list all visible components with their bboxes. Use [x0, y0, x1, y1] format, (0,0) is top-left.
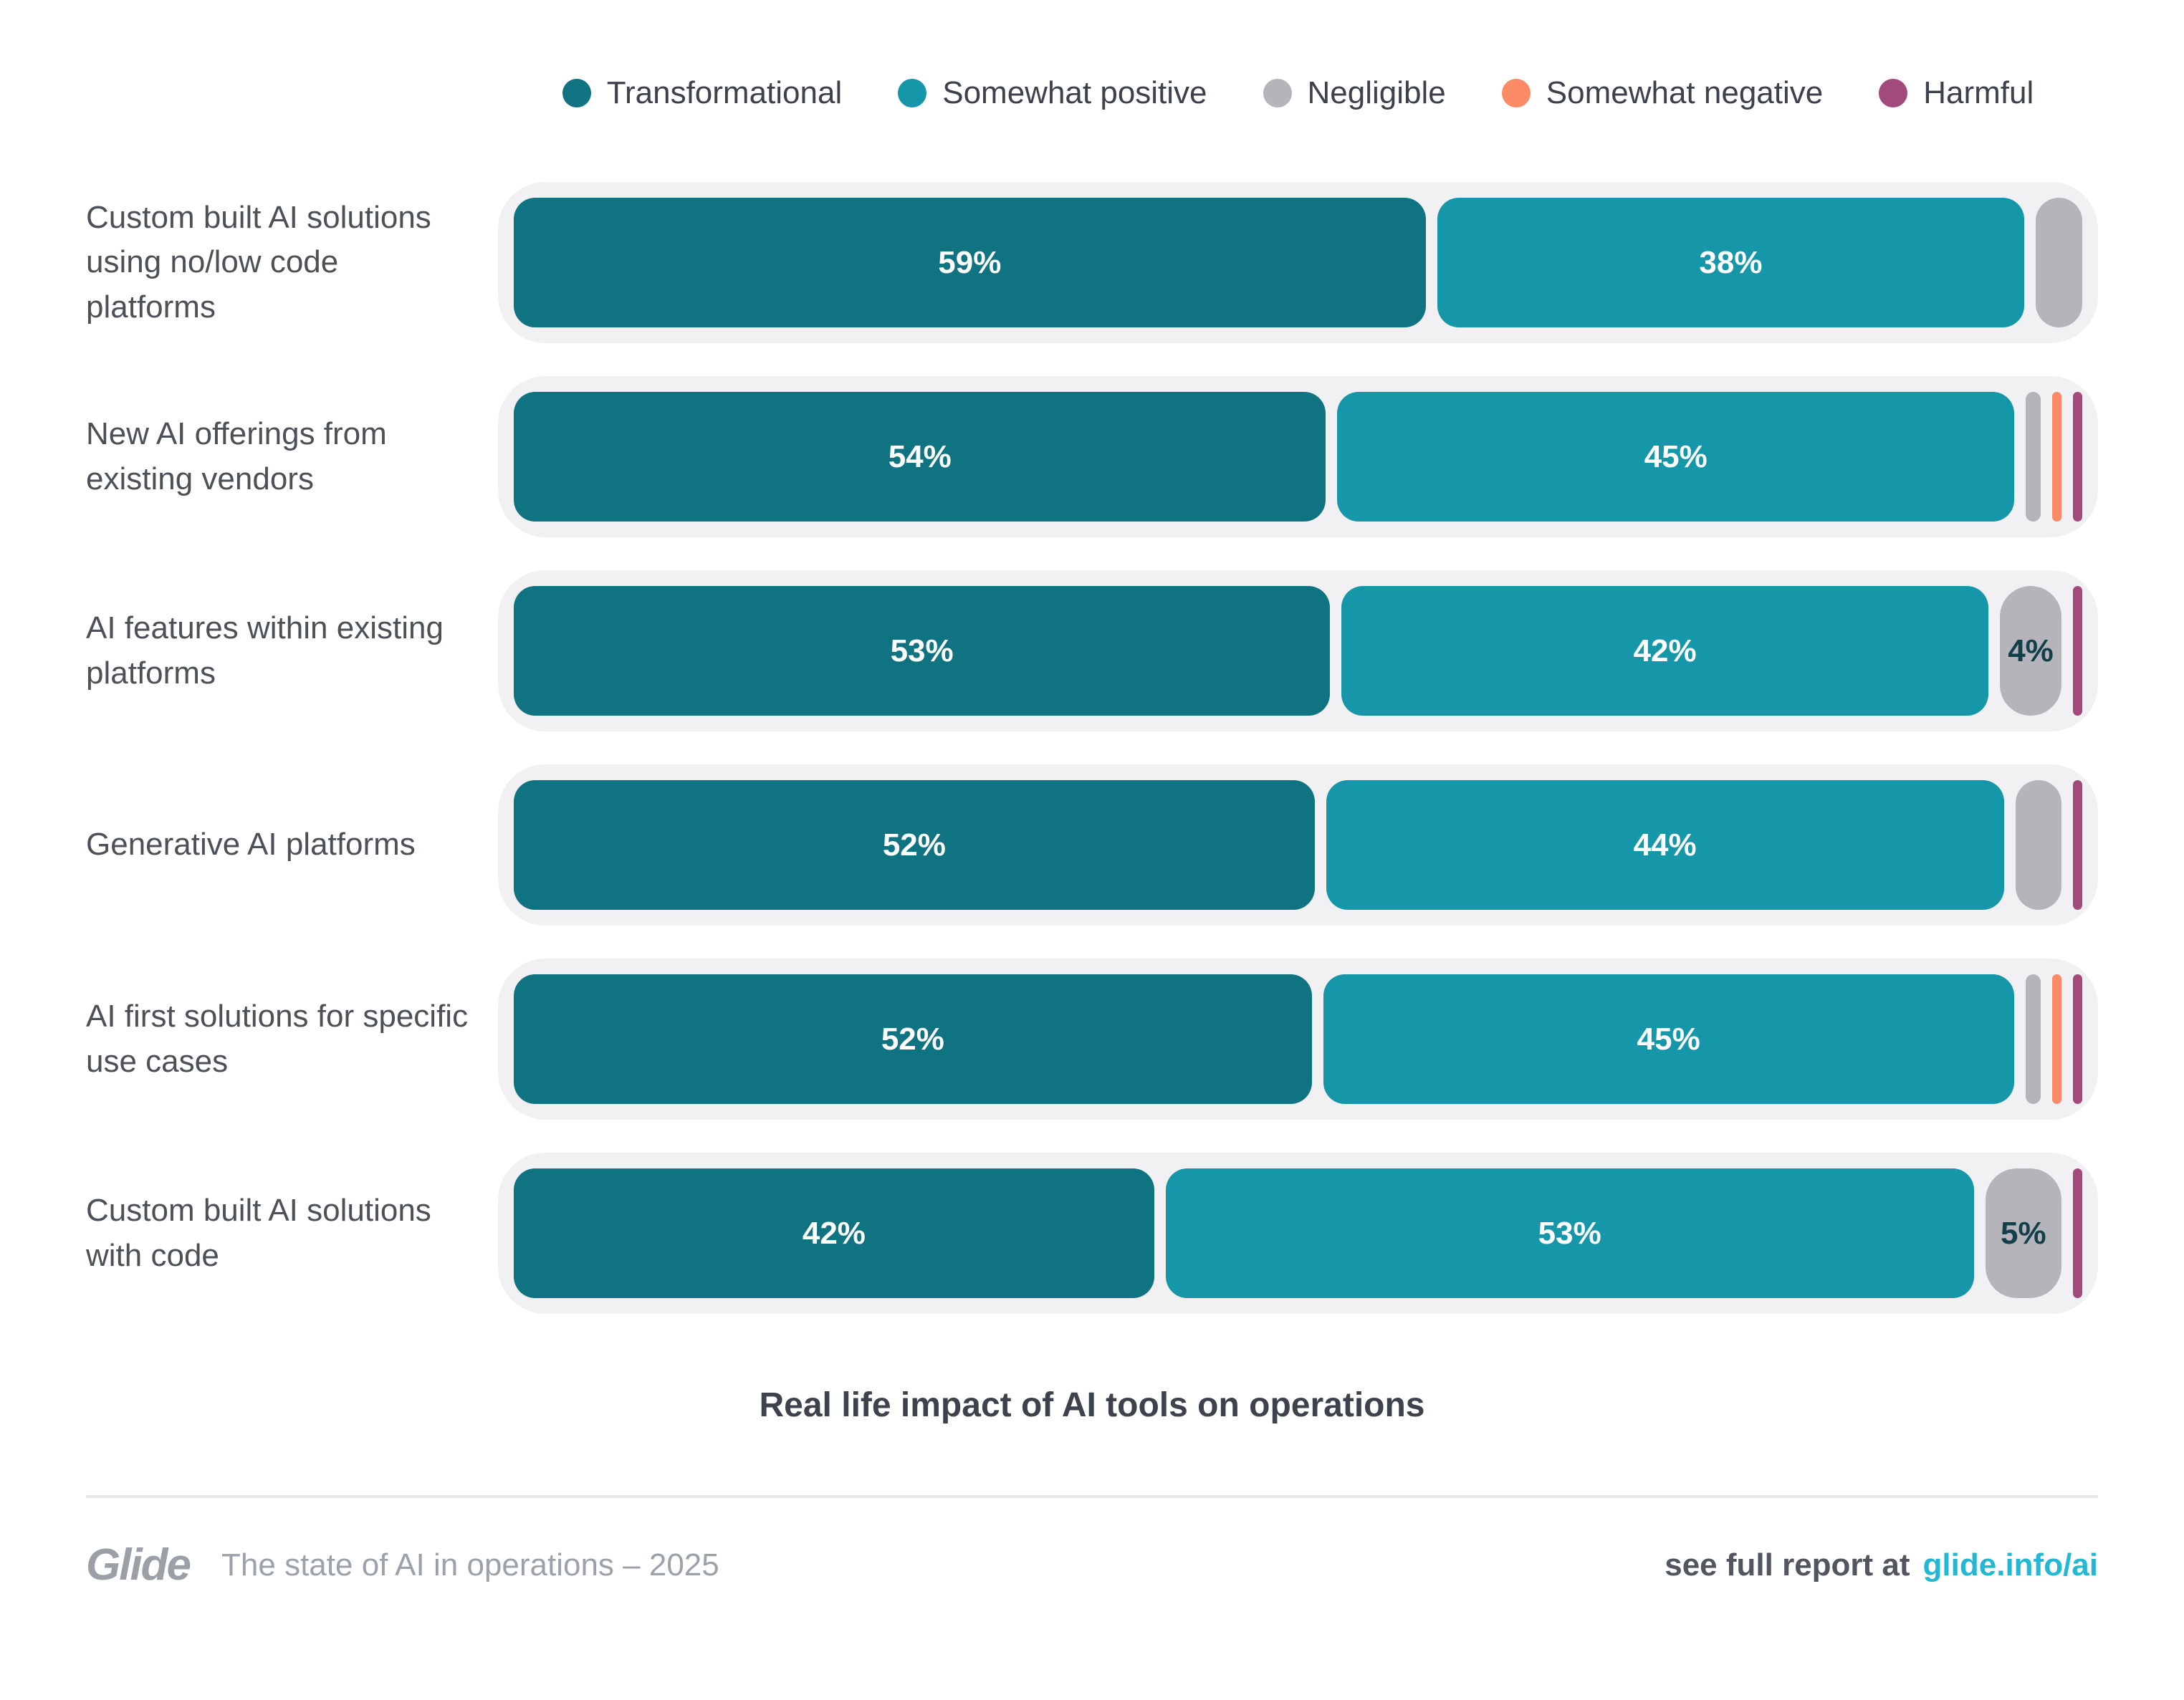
bar-value-label: 45%: [1637, 1021, 1700, 1057]
bar-segment-transformational: 59%: [514, 198, 1426, 327]
bar-segment-somewhat_positive: 53%: [1165, 1168, 1974, 1298]
footer: Glide The state of AI in operations – 20…: [86, 1498, 2098, 1590]
bar-segment-transformational: 42%: [514, 1168, 1154, 1298]
bar-segment-somewhat_negative: [2051, 392, 2061, 522]
bar-value-label: 5%: [2001, 1215, 2046, 1251]
row-label: AI features within existing platforms: [86, 610, 444, 691]
chart-row: AI first solutions for specific use case…: [86, 959, 2098, 1120]
bar-value-label: 52%: [882, 827, 946, 863]
legend-item-somewhat_negative: Somewhat negative: [1501, 75, 1824, 111]
row-label: New AI offerings from existing vendors: [86, 416, 387, 496]
legend-item-somewhat_positive: Somewhat positive: [898, 75, 1207, 111]
chart-row: AI features within existing platforms 53%…: [86, 570, 2098, 731]
row-label: Custom built AI solutions using no/low c…: [86, 199, 431, 325]
row-label: Generative AI platforms: [86, 827, 416, 863]
bar-segment-transformational: 54%: [514, 392, 1326, 522]
legend: Transformational Somewhat positive Negligi…: [498, 75, 2098, 111]
bar-value-label: 54%: [888, 438, 952, 474]
bar-segment-transformational: 52%: [514, 780, 1315, 910]
bar-value-label: 42%: [802, 1215, 866, 1251]
bar-segment-harmful: [2073, 586, 2082, 716]
bar-value-label: 53%: [890, 633, 954, 668]
bar-value-label: 38%: [1699, 244, 1763, 280]
report-link[interactable]: glide.info/ai: [1922, 1547, 2098, 1583]
legend-dot-harmful: [1879, 79, 1908, 107]
report-prefix: see full report at: [1665, 1547, 1910, 1583]
chart-row: Generative AI platforms 52% 44%: [86, 764, 2098, 926]
bar-track: 42% 53% 5%: [498, 1153, 2098, 1314]
legend-dot-transformational: [562, 79, 591, 107]
bar-segment-negligible: [2026, 392, 2041, 522]
bar-segment-negligible: [2025, 974, 2041, 1104]
bar-track: 52% 45%: [498, 959, 2098, 1120]
legend-label: Harmful: [1923, 75, 2034, 110]
stacked-bar-chart: Custom built AI solutions using no/low c…: [86, 182, 2098, 1314]
bar-segment-somewhat_positive: 45%: [1323, 974, 2014, 1104]
bar-segment-harmful: [2073, 1168, 2083, 1298]
bar-track: 54% 45%: [498, 376, 2098, 537]
row-label: AI first solutions for specific use case…: [86, 999, 469, 1079]
chart-title: Real life impact of AI tools on operatio…: [759, 1386, 1425, 1424]
bar-segment-negligible: 4%: [2000, 586, 2061, 716]
legend-item-harmful: Harmful: [1879, 75, 2034, 111]
bar-segment-negligible: [2036, 198, 2082, 327]
footer-left: Glide The state of AI in operations – 20…: [86, 1540, 719, 1590]
bar-segment-harmful: [2072, 392, 2082, 522]
bar-value-label: 52%: [881, 1021, 944, 1057]
chart-row: New AI offerings from existing vendors 54…: [86, 376, 2098, 537]
bar-segment-somewhat_positive: 45%: [1337, 392, 2014, 522]
legend-item-transformational: Transformational: [562, 75, 843, 111]
bar-value-label: 59%: [938, 244, 1002, 280]
bar-segment-transformational: 53%: [514, 586, 1331, 716]
bar-segment-somewhat_positive: 38%: [1437, 198, 2025, 327]
legend-dot-negligible: [1263, 79, 1292, 107]
bar-segment-somewhat_positive: 44%: [1326, 780, 2004, 910]
legend-label: Somewhat positive: [942, 75, 1207, 110]
glide-logo: Glide: [86, 1540, 191, 1590]
footer-tagline: The state of AI in operations – 2025: [221, 1547, 719, 1583]
legend-label: Transformational: [606, 75, 843, 110]
chart-row: Custom built AI solutions with code 42% 53…: [86, 1153, 2098, 1314]
bar-track: 59% 38%: [498, 182, 2098, 343]
footer-divider: [86, 1495, 2098, 1498]
bar-segment-harmful: [2073, 974, 2082, 1104]
bar-segment-harmful: [2073, 780, 2082, 910]
bar-value-label: 53%: [1538, 1215, 1601, 1251]
bar-segment-negligible: [2015, 780, 2061, 910]
bar-segment-somewhat_positive: 42%: [1341, 586, 1989, 716]
bar-track: 52% 44%: [498, 764, 2098, 926]
legend-item-negligible: Negligible: [1263, 75, 1446, 111]
legend-label: Somewhat negative: [1546, 75, 1824, 110]
bar-value-label: 42%: [1633, 633, 1697, 668]
bar-segment-negligible: 5%: [1985, 1168, 2062, 1298]
row-label: Custom built AI solutions with code: [86, 1193, 431, 1273]
footer-right: see full report at glide.info/ai: [1665, 1547, 2098, 1583]
bar-value-label: 44%: [1633, 827, 1697, 863]
legend-label: Negligible: [1307, 75, 1446, 110]
bar-segment-transformational: 52%: [514, 974, 1312, 1104]
bar-value-label: 45%: [1644, 438, 1708, 474]
legend-dot-somewhat_negative: [1501, 79, 1531, 107]
bar-value-label: 4%: [2008, 633, 2054, 668]
bar-track: 53% 42% 4%: [498, 570, 2098, 731]
bar-segment-somewhat_negative: [2052, 974, 2061, 1104]
chart-row: Custom built AI solutions using no/low c…: [86, 182, 2098, 343]
legend-dot-somewhat_positive: [898, 79, 927, 107]
